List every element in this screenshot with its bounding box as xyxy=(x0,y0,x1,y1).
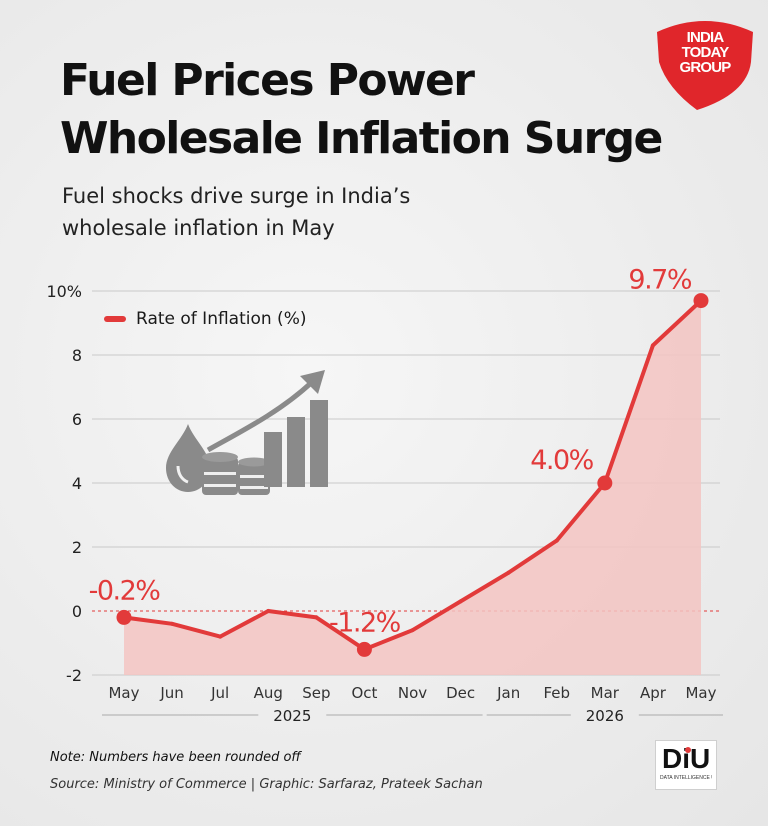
title-line-2: Wholesale Inflation Surge xyxy=(60,113,663,164)
line-segment xyxy=(362,628,415,652)
line-segment xyxy=(170,621,223,639)
year-label: 2026 xyxy=(586,707,624,725)
x-tick-label: Sep xyxy=(302,684,330,702)
line-segment xyxy=(506,538,559,575)
data-point-marker xyxy=(116,609,132,625)
diu-logo: DiU DATA INTELLIGENCE UNIT xyxy=(655,740,717,790)
x-tick-label: Jan xyxy=(496,684,520,702)
x-tick-label: Oct xyxy=(351,684,377,702)
y-tick-label: 6 xyxy=(72,410,82,429)
x-tick-label: May xyxy=(108,684,139,702)
logo-line-1: INDIA xyxy=(686,29,725,46)
y-tick-label: 10% xyxy=(46,282,82,301)
title-line-1: Fuel Prices Power xyxy=(60,55,475,106)
india-today-group-logo: INDIA TODAY GROUP xyxy=(655,18,755,110)
logo-line-2: TODAY xyxy=(681,44,730,61)
annotations: -0.2% -1.2% 4.0% 9.7% xyxy=(89,265,694,639)
diu-dot xyxy=(685,747,691,753)
page-subtitle: Fuel shocks drive surge in India’s whole… xyxy=(62,180,410,244)
legend-label: Rate of Inflation (%) xyxy=(136,309,307,329)
data-point-marker xyxy=(597,475,613,491)
line-segment xyxy=(602,343,655,485)
area-shape xyxy=(124,300,701,675)
subtitle-line-1: Fuel shocks drive surge in India’s xyxy=(62,184,411,208)
line-segment xyxy=(314,615,367,652)
data-point-marker xyxy=(693,293,709,309)
x-tick-label: Aug xyxy=(254,684,283,702)
data-label: 9.7% xyxy=(628,265,691,296)
line-segment xyxy=(554,481,607,543)
legend-swatch xyxy=(104,316,126,322)
diu-caption: DATA INTELLIGENCE UNIT xyxy=(660,775,712,781)
x-tick-label: Feb xyxy=(543,684,570,702)
data-label: 4.0% xyxy=(530,445,593,476)
y-tick-label: 4 xyxy=(72,474,82,493)
line-segment xyxy=(458,570,511,604)
x-tick-label: Jun xyxy=(159,684,183,702)
line-segment xyxy=(650,298,703,348)
x-tick-label: Jul xyxy=(210,684,229,702)
y-tick-label: 8 xyxy=(72,346,82,365)
data-point-marker xyxy=(356,641,372,657)
line-segment xyxy=(122,615,175,626)
area-fill xyxy=(124,300,701,675)
y-tick-label: 0 xyxy=(72,602,82,621)
chart-legend: Rate of Inflation (%) xyxy=(104,309,306,329)
x-tick-label: May xyxy=(685,684,716,702)
x-tick-label: Mar xyxy=(591,684,620,702)
y-tick-label: -2 xyxy=(66,666,82,685)
data-label: -1.2% xyxy=(329,607,401,638)
year-label: 2025 xyxy=(273,707,311,725)
y-axis-ticks: 10% 8 6 4 2 0 -2 xyxy=(46,282,82,685)
series-line xyxy=(122,298,703,652)
logo-line-3: GROUP xyxy=(679,59,731,76)
line-segment xyxy=(266,609,319,620)
data-label: -0.2% xyxy=(89,575,161,606)
x-tick-label: Nov xyxy=(398,684,427,702)
year-groups: 2025 2026 xyxy=(102,707,723,725)
x-tick-label: Apr xyxy=(640,684,667,702)
fuel-drop-barrels-rising-bars-icon xyxy=(160,362,335,497)
page-title: Fuel Prices Power Wholesale Inflation Su… xyxy=(60,52,663,168)
source-credit: Source: Ministry of Commerce | Graphic: … xyxy=(50,777,483,792)
footnote: Note: Numbers have been rounded off xyxy=(50,750,301,765)
x-axis-ticks: May Jun Jul Aug Sep Oct Nov Dec Jan Feb Mar Apr May xyxy=(108,684,716,702)
line-segment xyxy=(410,599,463,633)
point-markers xyxy=(116,293,709,657)
line-segment xyxy=(218,609,271,639)
x-tick-label: Dec xyxy=(446,684,475,702)
subtitle-line-2: wholesale inflation in May xyxy=(62,216,335,240)
y-tick-label: 2 xyxy=(72,538,82,557)
